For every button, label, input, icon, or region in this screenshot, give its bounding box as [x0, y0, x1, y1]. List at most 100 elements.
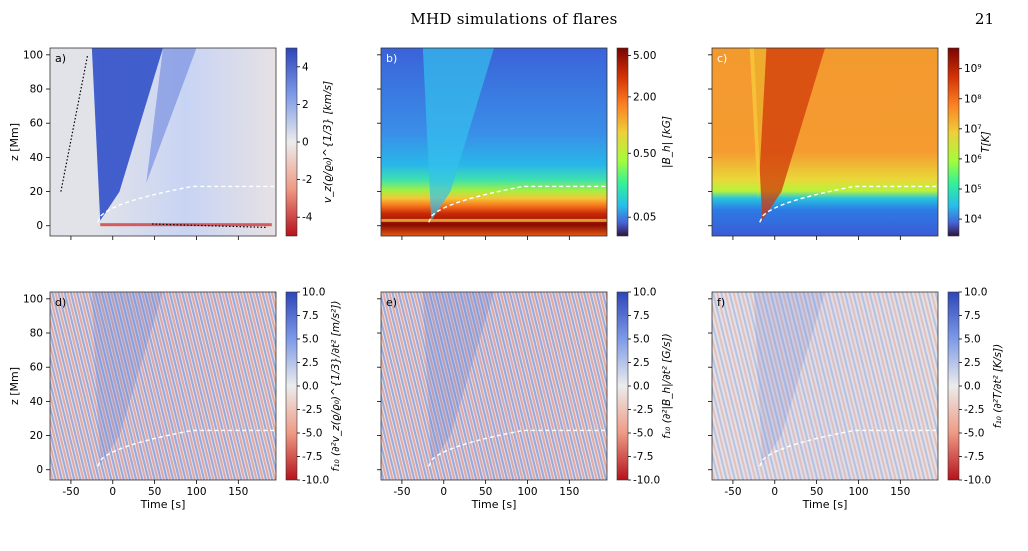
- z-tick-label: 20: [30, 430, 43, 442]
- panel-letter: b): [386, 52, 397, 65]
- field-region: [422, 48, 494, 221]
- colorbar-tick-label: 0: [302, 137, 309, 149]
- colorbar-tick-label: 2: [302, 99, 309, 111]
- panel-c: c) 10⁹ 10⁸ 10⁷ 10⁶ 10⁵ 10⁴ T[K]: [708, 47, 992, 240]
- colorbar-tick-label: 0.0: [302, 381, 319, 393]
- upflow-region: [91, 48, 163, 221]
- z-tick-label: 100: [23, 49, 43, 61]
- colorbar-tick-label: -7.5: [964, 451, 985, 463]
- dashed-curve: [97, 185, 276, 223]
- colorbar-label: f₁₀ (∂²T/∂t² [K/s]): [992, 344, 1004, 428]
- x-axis-label: Time [s]: [471, 498, 517, 511]
- colorbar-tick-label: 0.50: [633, 148, 656, 160]
- panel-image: [381, 48, 607, 236]
- dashed-curve: [759, 185, 938, 223]
- z-tick-label: 40: [30, 152, 43, 164]
- colorbar-tick-label: -7.5: [302, 451, 323, 463]
- hot-region: [753, 48, 825, 221]
- panel-letter: f): [717, 296, 725, 309]
- colorbar-tick-label: 0.0: [633, 381, 650, 393]
- z-tick-label: 0: [36, 464, 43, 476]
- colorbar-tick-label: 2.5: [964, 357, 981, 369]
- panel-b: b) 5.00 2.00 0.50 0.05 |B_h| [kG]: [377, 47, 673, 240]
- x-tick-label: 0: [109, 486, 116, 498]
- x-tick-label: 150: [228, 486, 248, 498]
- wave-pattern: [50, 292, 276, 480]
- panel-e: e) -50 0 50 100 150 Time [s] 10.0 7.5 5.0 2.5 0.0 -2…: [377, 287, 673, 511]
- dashed-curve: [759, 429, 938, 467]
- z-tick-label: 40: [30, 396, 43, 408]
- colorbar: [947, 291, 960, 481]
- colorbar-label: T[K]: [980, 131, 992, 153]
- z-tick-label: 0: [36, 220, 43, 232]
- colorbar: [285, 47, 298, 237]
- z-tick-label: 60: [30, 362, 43, 374]
- colorbar-tick-label: -5.0: [633, 428, 654, 440]
- downflow-band: [100, 223, 272, 227]
- colorbar-tick-label: -2: [302, 174, 312, 186]
- panel-image: [712, 48, 938, 236]
- colorbar-label: v_z(ϱ/ϱ₀)^{1/3} [km/s]: [322, 81, 334, 203]
- panel-f: f) -50 0 50 100 150 Time [s] 10.0 7.5 5.0 2.5 0.0 -2…: [708, 287, 1004, 511]
- x-axis-label: Time [s]: [140, 498, 186, 511]
- x-tick-label: 50: [148, 486, 161, 498]
- panel-letter: e): [386, 296, 397, 309]
- wave-pattern: [381, 292, 607, 480]
- colorbar-tick-label: 2.5: [633, 357, 650, 369]
- colorbar: [947, 47, 960, 237]
- wave-pattern: [712, 292, 938, 480]
- panel-frame: [380, 47, 608, 237]
- x-tick-label: 100: [517, 486, 537, 498]
- panel-frame: [711, 47, 939, 237]
- colorbar-tick-label: -10.0: [964, 475, 991, 487]
- colorbar-label: f₁₀ (∂²|B_h|/∂t² [G/s]): [661, 333, 673, 438]
- colorbar-tick-label: 5.0: [302, 334, 319, 346]
- colorbar-tick-label: -2.5: [964, 404, 985, 416]
- panel-letter: d): [55, 296, 66, 309]
- running-head: MHD simulations of flares: [410, 10, 618, 28]
- colorbar-tick-label: 5.0: [633, 334, 650, 346]
- x-tick-label: 0: [440, 486, 447, 498]
- colorbar-tick-label: 7.5: [302, 310, 319, 322]
- colorbar-tick-label: 10⁵: [964, 184, 982, 196]
- dashed-curve: [428, 185, 607, 223]
- x-tick-label: 50: [810, 486, 823, 498]
- x-tick-label: 100: [848, 486, 868, 498]
- page-number: 21: [974, 10, 994, 28]
- colorbar-label: f₁₀ (∂²v_z(ϱ/ϱ₀)^{1/3}/∂t² [m/s²]): [330, 301, 342, 472]
- colorbar-tick-label: 10⁹: [964, 63, 982, 75]
- z-tick-label: 80: [30, 84, 43, 96]
- x-tick-label: -50: [724, 486, 741, 498]
- colorbar-tick-label: 2.00: [633, 91, 656, 103]
- panel-frame: [49, 291, 277, 481]
- x-axis-label: Time [s]: [802, 498, 848, 511]
- panel-d: d) -50 0 50 100 150 Time [s] 0 20 40 60 80 100 z [Mm]…: [8, 287, 342, 512]
- colorbar-tick-label: 0.0: [964, 381, 981, 393]
- colorbar-tick-label: 5.00: [633, 50, 656, 62]
- colorbar-tick-label: 10⁶: [964, 153, 982, 165]
- colorbar-tick-label: -4: [302, 212, 313, 224]
- x-tick-label: 150: [890, 486, 910, 498]
- colorbar-tick-label: -5.0: [302, 428, 323, 440]
- colorbar-tick-label: -5.0: [964, 428, 985, 440]
- colorbar-tick-label: -2.5: [302, 404, 323, 416]
- panel-frame: [49, 47, 277, 237]
- x-tick-label: -50: [393, 486, 410, 498]
- z-tick-label: 20: [30, 186, 43, 198]
- x-tick-label: 150: [559, 486, 579, 498]
- x-tick-label: 100: [186, 486, 206, 498]
- colorbar-tick-label: 10⁴: [964, 214, 982, 226]
- colorbar-tick-label: 7.5: [633, 310, 650, 322]
- colorbar-tick-label: 10⁷: [964, 123, 982, 135]
- z-axis-label: z [Mm]: [8, 367, 21, 405]
- colorbar-tick-label: 2.5: [302, 357, 319, 369]
- panel-letter: c): [717, 52, 727, 65]
- colorbar-tick-label: 0.05: [633, 212, 656, 224]
- x-tick-label: -50: [62, 486, 79, 498]
- colorbar-tick-label: 10⁸: [964, 93, 982, 105]
- panel-letter: a): [55, 52, 66, 65]
- colorbar-tick-label: 7.5: [964, 310, 981, 322]
- x-tick-label: 50: [479, 486, 492, 498]
